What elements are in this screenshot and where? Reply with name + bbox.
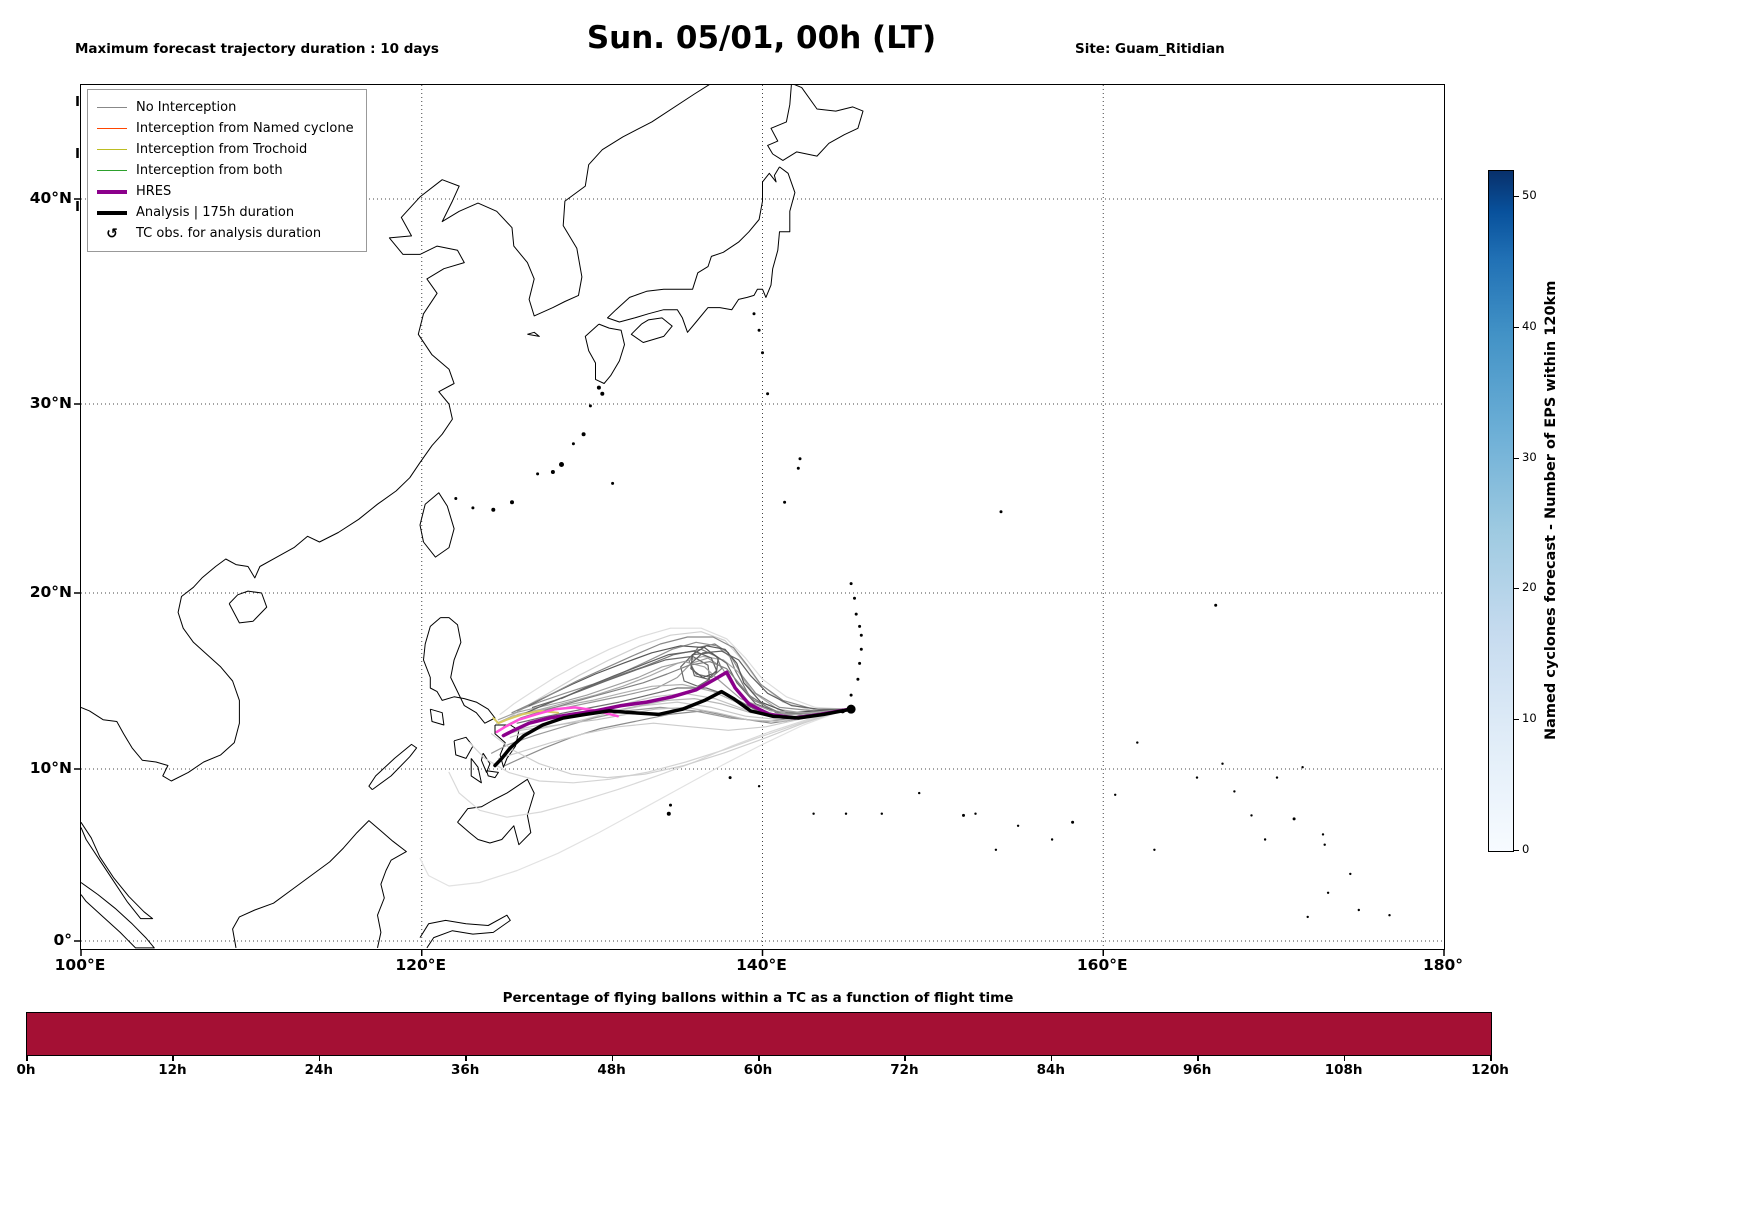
legend-item: Analysis | 175h duration <box>97 202 354 223</box>
bottom-axis-tick <box>318 1056 321 1061</box>
legend-item-label: Interception from Named cyclone <box>136 121 354 136</box>
trajectory-eps-5 <box>448 708 847 818</box>
bottom-axis-tick-label: 72h <box>890 1062 919 1078</box>
y-tick-label: 0° <box>53 931 72 949</box>
trajectory-eps-8 <box>516 655 847 715</box>
colorbar-label: Named cyclones forecast - Number of EPS … <box>1543 280 1559 740</box>
colorbar-tick-label: 50 <box>1522 188 1537 203</box>
legend-line-swatch <box>97 149 127 150</box>
colorbar-tick <box>1514 588 1519 590</box>
colorbar-tick <box>1514 196 1519 198</box>
bottom-axis-tick <box>172 1056 174 1061</box>
bottom-axis-tick <box>904 1056 906 1061</box>
bottom-axis-tick <box>1197 1056 1199 1061</box>
legend-line-swatch <box>97 170 127 171</box>
legend-line-swatch <box>97 107 127 108</box>
trajectory-eps-25 <box>502 661 847 728</box>
legend-line-swatch <box>97 189 127 194</box>
legend-item-label: Interception from Trochoid <box>136 142 308 157</box>
y-tick-label: 20°N <box>29 583 72 601</box>
x-tick-label: 140°E <box>736 956 787 974</box>
trajectory-eps-4 <box>504 708 847 767</box>
bottom-chart-title: Percentage of flying ballons within a TC… <box>502 990 1014 1006</box>
colorbar-tick-label: 40 <box>1522 318 1537 333</box>
trajectory-analysis <box>493 689 853 768</box>
max-duration-text: Maximum forecast trajectory duration : 1… <box>75 41 439 57</box>
y-tick-label: 30°N <box>29 394 72 412</box>
legend-item-label: Analysis | 175h duration <box>136 205 295 220</box>
trajectory-eps-17 <box>499 627 847 715</box>
trajectory-eps-6 <box>419 708 847 887</box>
bottom-axis-tick-label: 96h <box>1182 1062 1212 1078</box>
legend-item-label: No Interception <box>136 100 237 115</box>
legend-line-swatch <box>97 128 127 129</box>
colorbar-tick-label: 20 <box>1522 580 1537 595</box>
bottom-axis-tick-label: 84h <box>1036 1062 1065 1078</box>
trajectory-eps-24 <box>501 706 847 737</box>
colorbar-tick <box>1514 326 1519 328</box>
x-tick-label: 180° <box>1422 956 1464 974</box>
map-plot: No Interception Interception from Named c… <box>74 84 1445 956</box>
trajectory-eps-15 <box>497 708 847 759</box>
legend-item-label: Interception from both <box>136 163 283 178</box>
trajectory-eps-11 <box>516 641 847 712</box>
colorbar-tick-label: 10 <box>1522 711 1537 726</box>
bottom-axis-tick-label: 120h <box>1471 1062 1509 1078</box>
plot-title: Sun. 05/01, 00h (LT) <box>586 20 937 56</box>
legend-item: Interception from Named cyclone <box>97 118 354 139</box>
tc-obs-icon: ↺ <box>106 225 118 242</box>
colorbar-tick-label: 0 <box>1522 842 1530 856</box>
bottom-axis-tick <box>26 1056 28 1061</box>
bottom-axis-tick-label: 48h <box>597 1062 626 1078</box>
colorbar-tick <box>1514 457 1519 459</box>
bottom-axis-tick-label: 36h <box>450 1062 480 1078</box>
trajectory-trochoid-member <box>492 709 559 725</box>
trajectory-eps-16 <box>511 636 847 714</box>
x-tick-label: 120°E <box>395 956 447 974</box>
legend-line-swatch <box>97 210 127 215</box>
y-tick-label: 40°N <box>29 189 72 207</box>
legend-item: Interception from both <box>97 160 354 181</box>
bottom-axis-tick <box>611 1056 614 1061</box>
bottom-axis-tick-label: 12h <box>158 1062 187 1078</box>
colorbar-tick-label: 30 <box>1522 449 1537 464</box>
legend-item: ↺ TC obs. for analysis duration <box>97 223 354 244</box>
colorbar-tick <box>1514 719 1519 721</box>
colorbar-tick <box>1514 850 1519 851</box>
x-tick-label: 100°E <box>54 956 106 974</box>
legend-item-label: HRES <box>136 184 172 199</box>
trajectory-eps-9 <box>531 652 847 715</box>
bottom-axis-tick-label: 24h <box>304 1062 333 1078</box>
site-name-text: Site: Guam_Ritidian <box>1075 41 1225 57</box>
bottom-axis-tick <box>758 1056 760 1061</box>
bottom-axis-tick <box>1050 1056 1053 1061</box>
bottom-axis-tick-label: 0h <box>16 1062 36 1078</box>
tc-percentage-bar <box>26 1012 1492 1056</box>
bottom-axis-tick <box>465 1056 467 1061</box>
bottom-axis-tick <box>1490 1056 1492 1061</box>
site-marker <box>846 704 856 714</box>
trajectory-eps-23 <box>521 650 847 715</box>
legend-item: HRES <box>97 181 354 202</box>
x-tick-label: 160°E <box>1076 956 1128 974</box>
legend-item-label: TC obs. for analysis duration <box>136 226 322 241</box>
legend-item: Interception from Trochoid <box>97 139 354 160</box>
bottom-axis-tick <box>1343 1056 1346 1061</box>
bottom-axis-tick-label: 60h <box>743 1062 773 1078</box>
y-tick-label: 10°N <box>29 759 72 777</box>
colorbar <box>1488 170 1514 852</box>
trajectory-eps-22 <box>491 708 847 779</box>
legend-item: No Interception <box>97 97 354 118</box>
trajectory-eps-20 <box>497 661 847 721</box>
map-canvas <box>74 85 1445 956</box>
map-legend: No Interception Interception from Named c… <box>87 89 367 252</box>
bottom-axis-tick-label: 108h <box>1324 1062 1363 1078</box>
